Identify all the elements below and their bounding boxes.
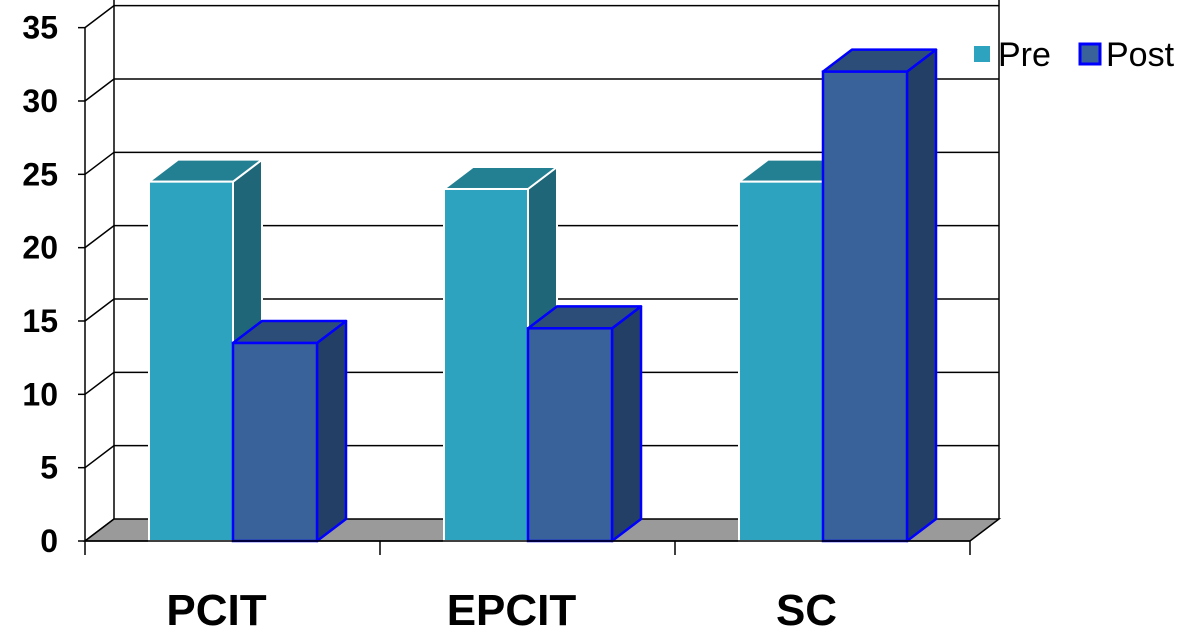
x-axis: PCIT EPCIT SC <box>85 541 970 635</box>
x-category-label: PCIT <box>166 586 266 635</box>
y-tick-label: 35 <box>22 10 58 46</box>
gridline <box>85 6 999 28</box>
bar-side <box>317 321 346 541</box>
legend: Pre Post <box>974 36 1175 74</box>
y-tick-label: 30 <box>22 83 58 119</box>
bar-front <box>528 328 612 541</box>
x-category-label: SC <box>776 586 837 635</box>
bars <box>149 50 936 541</box>
bar-front <box>444 189 528 541</box>
legend-item-pre: Pre <box>974 36 1051 74</box>
bar-post-sc <box>823 50 936 541</box>
x-category-label: EPCIT <box>447 586 577 635</box>
bar-post-pcit <box>233 321 346 541</box>
bar-post-epcit <box>528 306 641 541</box>
bar-front <box>149 182 233 541</box>
y-tick-label: 5 <box>40 450 58 486</box>
legend-swatch <box>974 46 990 62</box>
legend-item-post: Post <box>1080 36 1175 74</box>
y-tick-label: 0 <box>40 523 58 559</box>
y-tick-label: 10 <box>22 376 58 412</box>
y-tick-label: 20 <box>22 230 58 266</box>
y-axis: 0 5 10 15 20 25 30 35 <box>22 10 85 559</box>
legend-swatch <box>1080 44 1100 64</box>
bar-front <box>823 72 907 541</box>
bar-side <box>612 306 641 541</box>
bar-front <box>739 182 823 541</box>
legend-label: Post <box>1106 36 1175 74</box>
y-tick-label: 25 <box>22 156 58 192</box>
y-tick-label: 15 <box>22 303 58 339</box>
bar-side <box>907 50 936 541</box>
legend-label: Pre <box>998 36 1051 74</box>
bar-front <box>233 343 317 541</box>
